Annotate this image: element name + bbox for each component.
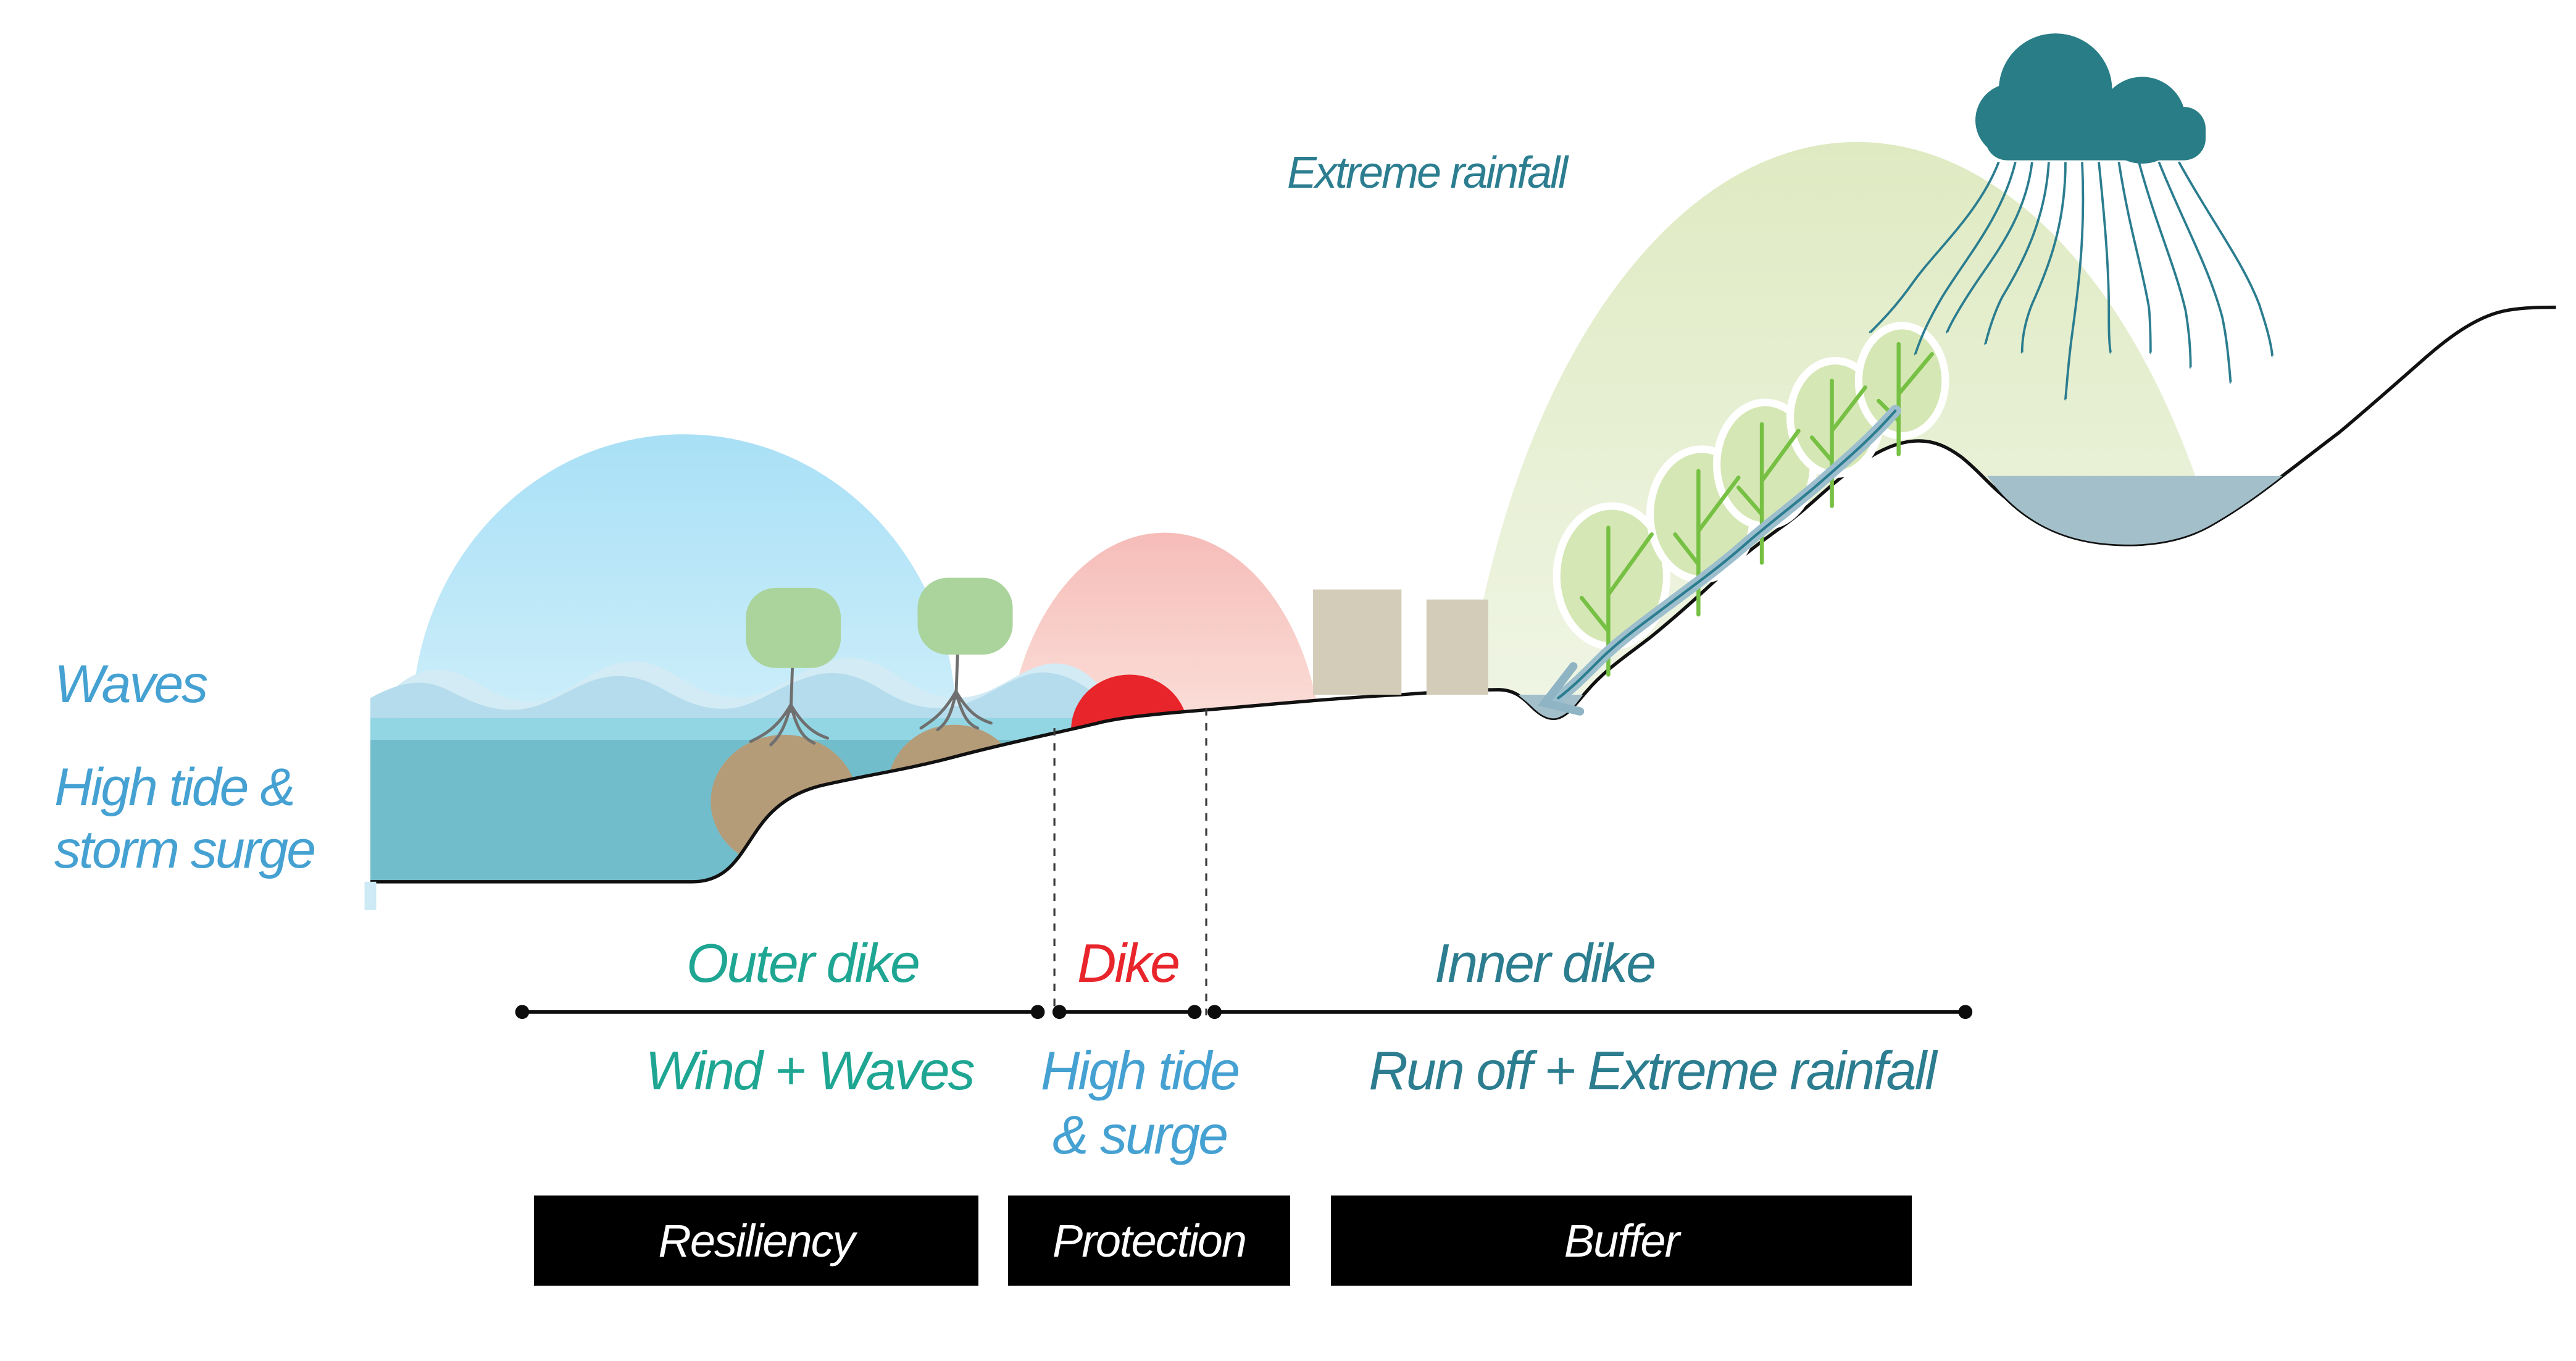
rain-lines bbox=[1870, 161, 2272, 399]
function-box-protection: Protection bbox=[1008, 1196, 1290, 1286]
function-box-buffer-label: Buffer bbox=[1564, 1215, 1680, 1267]
function-box-buffer: Buffer bbox=[1331, 1196, 1912, 1286]
storm-surge-line: storm surge bbox=[54, 820, 316, 880]
sea-edge-tab bbox=[364, 881, 377, 910]
function-box-resiliency: Resiliency bbox=[534, 1196, 978, 1286]
waves-label: Waves bbox=[54, 655, 208, 714]
terrain-mask bbox=[0, 307, 2576, 1361]
load-label-wind-waves: Wind + Waves bbox=[645, 1040, 975, 1101]
extreme-rainfall-label: Extreme rainfall bbox=[1287, 148, 1568, 198]
waves-icon bbox=[370, 658, 1117, 718]
mangrove-tree-icon bbox=[746, 577, 1013, 747]
high-tide-line: High tide & bbox=[54, 758, 296, 817]
rain-cloud-icon bbox=[1975, 33, 2206, 164]
high-tide-surge-line2: & surge bbox=[1052, 1103, 1228, 1165]
load-label-high-tide-surge: High tide & surge bbox=[1040, 1039, 1240, 1167]
function-box-resiliency-label: Resiliency bbox=[658, 1215, 855, 1267]
dike-extent-guides bbox=[1053, 708, 1207, 1016]
zone-axis bbox=[515, 1005, 1973, 1020]
hill-tree-icons bbox=[1553, 322, 1949, 677]
high-tide-surge-line1: High tide bbox=[1040, 1040, 1240, 1101]
zone-label-outer-dike: Outer dike bbox=[686, 932, 920, 994]
function-box-protection-label: Protection bbox=[1052, 1215, 1247, 1267]
upper-pond bbox=[1986, 475, 2283, 545]
zone-label-dike: Dike bbox=[1077, 932, 1180, 994]
building-icon bbox=[1313, 589, 1488, 695]
high-tide-storm-surge-label: High tide & storm surge bbox=[54, 756, 316, 882]
zone-label-inner-dike: Inner dike bbox=[1434, 932, 1656, 994]
runoff-stream-arrow-icon bbox=[1537, 404, 1901, 716]
load-label-runoff-rainfall: Run off + Extreme rainfall bbox=[1369, 1040, 1936, 1101]
